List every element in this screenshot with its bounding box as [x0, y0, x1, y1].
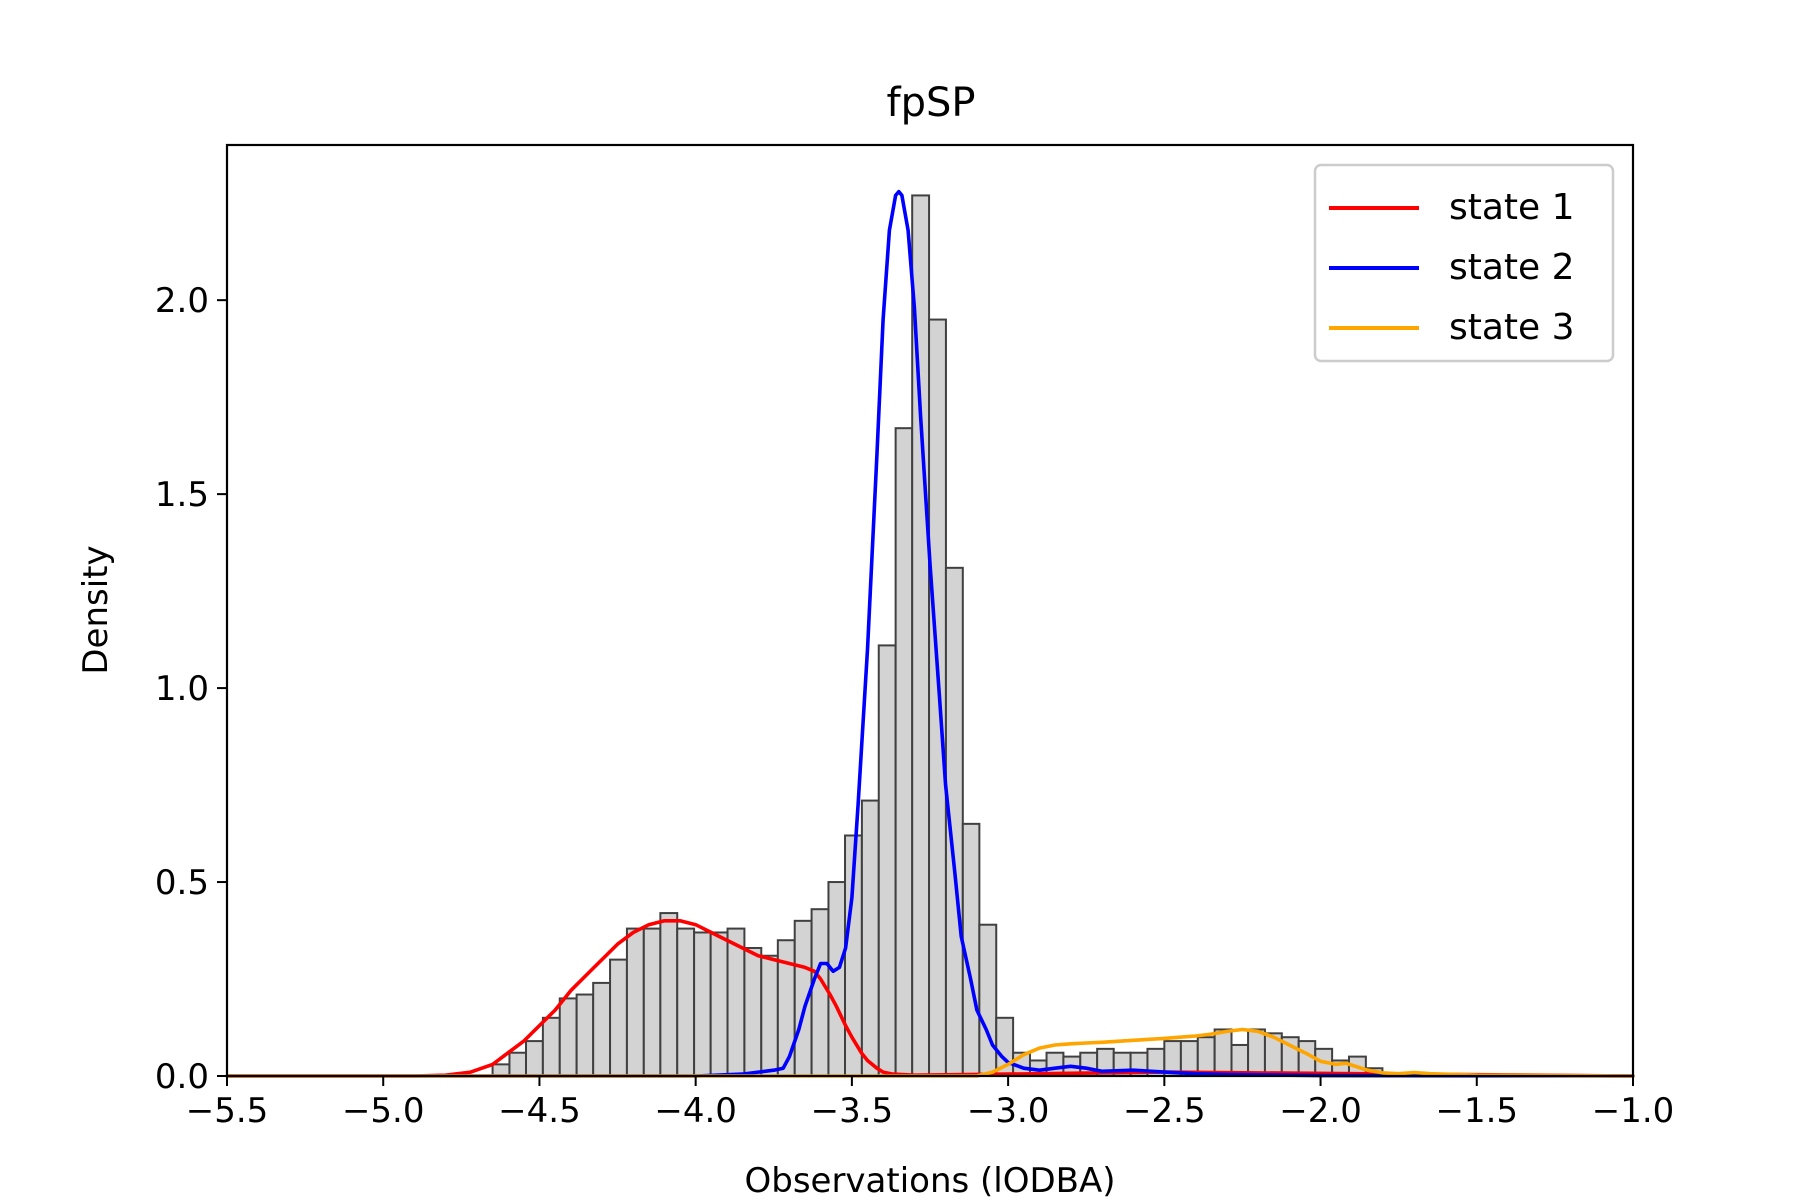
- legend-box: [1313, 163, 1615, 363]
- histogram-bar: [894, 427, 914, 1078]
- histogram-bar: [642, 927, 662, 1078]
- histogram-bar: [541, 1016, 561, 1077]
- series-line-state-3: [225, 1027, 1635, 1078]
- x-axis: −5.5 −5.0 −4.5 −4.0 −3.5 −3.0 −2.5 −2.0 −1.5 −1.0: [186, 1076, 1675, 1131]
- y-axis-label: Density: [76, 545, 116, 674]
- x-tick-label: −3.0: [967, 1091, 1050, 1131]
- density-curves: [225, 189, 1635, 1078]
- x-tick-label: −4.5: [498, 1091, 581, 1131]
- histogram-bar: [726, 927, 746, 1078]
- histogram-bar: [659, 912, 679, 1078]
- legend-label: state 1: [1449, 187, 1575, 228]
- histogram-bar: [827, 881, 847, 1078]
- x-tick-label: −4.0: [654, 1091, 737, 1131]
- histogram-bar: [860, 799, 880, 1077]
- series-line-state-1: [225, 918, 1635, 1078]
- y-tick-label: 0.5: [155, 863, 209, 903]
- legend-label: state 2: [1449, 247, 1575, 288]
- y-tick-label: 1.0: [155, 669, 209, 709]
- histogram-bar: [609, 958, 628, 1077]
- x-tick-label: −5.5: [186, 1091, 269, 1131]
- x-tick-label: −5.0: [342, 1091, 425, 1131]
- histogram-bar: [709, 931, 729, 1077]
- histogram-bar: [1247, 1028, 1266, 1077]
- plot-frame: [225, 143, 1635, 1078]
- y-tick-label: 1.5: [155, 475, 209, 515]
- legend-label: state 3: [1449, 307, 1575, 348]
- series-line-state-2: [225, 189, 1635, 1078]
- y-tick-label: 2.0: [155, 281, 209, 321]
- x-tick-label: −1.5: [1435, 1091, 1518, 1131]
- histogram-bar: [592, 981, 612, 1078]
- histogram-bar: [1213, 1028, 1233, 1077]
- histogram-bar: [575, 993, 595, 1077]
- histogram-bar: [928, 318, 947, 1077]
- histogram-bar: [810, 908, 830, 1078]
- histogram-bar: [508, 1051, 528, 1077]
- histogram-bar: [743, 946, 763, 1077]
- x-tick-label: −2.0: [1279, 1091, 1362, 1131]
- x-tick-label: −2.5: [1123, 1091, 1206, 1131]
- y-tick-label: 0.0: [155, 1057, 209, 1097]
- chart-title: fpSP: [887, 80, 976, 126]
- histogram-bar: [676, 927, 696, 1078]
- histogram-bars: [491, 194, 1384, 1078]
- x-tick-label: −1.0: [1592, 1091, 1675, 1131]
- histogram-bar: [693, 931, 712, 1077]
- histogram-bar: [978, 923, 998, 1078]
- x-axis-label: Observations (lODBA): [744, 1161, 1115, 1200]
- histogram-bar: [1196, 1036, 1216, 1078]
- legend: state 1 state 2 state 3: [1313, 163, 1615, 363]
- y-axis: 0.0 0.5 1.0 1.5 2.0: [155, 281, 227, 1097]
- histogram-bar: [877, 644, 897, 1077]
- x-tick-label: −3.5: [811, 1091, 894, 1131]
- histogram-bar: [625, 927, 645, 1078]
- plot-area: [225, 189, 1635, 1078]
- histogram-bar: [760, 954, 779, 1078]
- histogram-bar: [525, 1040, 544, 1078]
- histogram-bar: [558, 997, 578, 1078]
